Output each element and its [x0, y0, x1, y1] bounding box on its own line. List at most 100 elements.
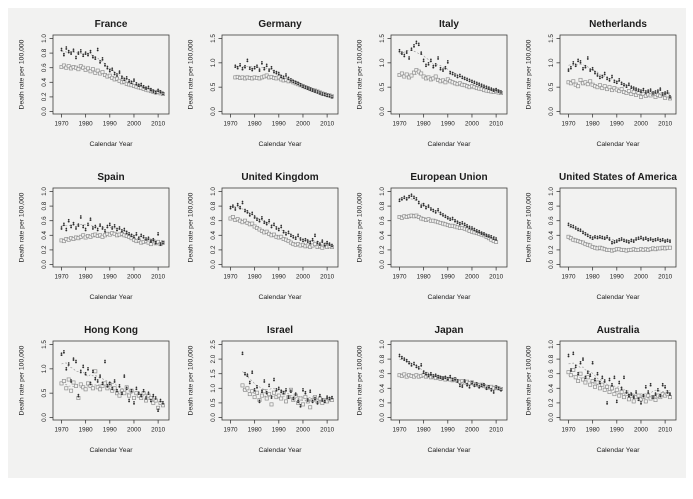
- y-tick-label: 0.5: [210, 82, 217, 91]
- dark-marker-dot: [459, 221, 461, 224]
- open-marker: [107, 73, 112, 78]
- dark-marker-dot: [475, 83, 478, 86]
- open-marker: [272, 232, 276, 237]
- open-marker: [409, 73, 414, 78]
- x-axis-label: Calendar Year: [596, 447, 640, 454]
- dark-marker-dot: [463, 76, 466, 79]
- x-tick-label: 2010: [658, 274, 673, 281]
- dark-marker-dot: [654, 91, 657, 94]
- dark-marker-dot: [125, 232, 128, 235]
- plot-frame: [559, 187, 677, 268]
- x-tick-label: 1970: [54, 274, 69, 281]
- dark-marker-dot: [490, 89, 493, 91]
- open-marker: [247, 392, 252, 397]
- dark-marker-dot: [589, 373, 592, 376]
- dark-marker-dot: [326, 95, 329, 98]
- dark-marker-dot: [475, 383, 478, 386]
- dark-marker-dot: [154, 240, 157, 243]
- dark-marker-dot: [130, 390, 133, 393]
- dark-marker-dot: [77, 225, 80, 227]
- dark-marker-dot: [429, 373, 432, 376]
- dark-marker-dot: [603, 380, 606, 383]
- dark-marker-dot: [314, 89, 316, 91]
- dark-marker-dot: [417, 367, 420, 370]
- dark-marker-dot: [497, 386, 500, 389]
- open-marker: [93, 70, 98, 75]
- dark-marker-dot: [611, 242, 613, 245]
- dark-marker-dot: [459, 383, 461, 386]
- dark-marker-dot: [422, 58, 425, 61]
- trend-line-dark_points: [61, 50, 164, 93]
- dark-marker-dot: [147, 236, 150, 239]
- dark-marker-dot: [473, 80, 476, 83]
- dark-marker-dot: [118, 72, 121, 74]
- dark-marker-dot: [598, 236, 601, 239]
- open-marker: [585, 375, 590, 380]
- dark-marker-dot: [475, 382, 478, 384]
- figure-background: France 0.0 0.2 0.4 0.6 0.8 1.0 1970 1980 1990 2000…: [8, 8, 686, 478]
- open-marker: [404, 72, 409, 77]
- dark-marker-dot: [299, 405, 302, 408]
- dark-marker-dot: [111, 386, 114, 389]
- dark-marker-dot: [410, 195, 413, 198]
- dark-marker-dot: [398, 200, 401, 203]
- dark-marker-dot: [89, 51, 92, 54]
- dark-marker-dot: [625, 391, 628, 394]
- dark-marker-dot: [275, 227, 278, 230]
- dark-marker-dot: [666, 90, 669, 92]
- dark-marker-dot: [451, 218, 454, 221]
- dark-marker-dot: [273, 69, 275, 72]
- open-marker: [583, 380, 588, 385]
- dark-marker-dot: [75, 55, 77, 58]
- dark-marker-dot: [63, 222, 65, 225]
- subplot-canvas: Australia 0.0 0.2 0.4 0.6 0.8 1.0 1970 1980 1990 2…: [526, 325, 677, 454]
- dark-marker-dot: [94, 226, 97, 229]
- dark-marker-dot: [265, 221, 268, 224]
- dark-marker-dot: [488, 86, 490, 88]
- dark-marker-dot: [403, 197, 406, 200]
- dark-marker-dot: [285, 387, 287, 390]
- dark-marker-dot: [140, 233, 143, 236]
- dark-marker-dot: [162, 91, 164, 94]
- dark-marker-dot: [495, 87, 497, 90]
- dark-marker-dot: [488, 384, 490, 387]
- dark-marker-dot: [454, 73, 456, 75]
- open-marker: [230, 215, 235, 219]
- dark-marker-dot: [589, 68, 592, 70]
- dark-marker-dot: [454, 220, 456, 223]
- dark-marker-dot: [652, 91, 654, 93]
- dark-marker-dot: [461, 222, 464, 225]
- dark-marker-dot: [79, 369, 82, 372]
- dark-marker-dot: [60, 354, 63, 357]
- dark-marker-dot: [500, 90, 502, 92]
- dark-marker-dot: [287, 230, 290, 233]
- dark-marker-dot: [84, 51, 87, 53]
- dark-marker-dot: [96, 379, 99, 381]
- dark-marker-dot: [282, 231, 285, 234]
- dark-marker-dot: [248, 380, 251, 383]
- series-dark-markers: [229, 200, 333, 248]
- dark-marker-dot: [659, 87, 662, 89]
- dark-marker-dot: [644, 90, 647, 92]
- dark-marker-dot: [420, 51, 423, 53]
- dark-marker-dot: [140, 393, 143, 396]
- dark-marker-dot: [601, 76, 604, 79]
- dark-marker-dot: [273, 379, 275, 382]
- dark-marker-dot: [304, 87, 307, 90]
- dark-marker-dot: [133, 78, 135, 80]
- dark-marker-dot: [500, 91, 502, 94]
- dark-marker-dot: [87, 52, 89, 55]
- dark-marker-dot: [116, 227, 118, 230]
- dark-marker-dot: [294, 238, 297, 241]
- dark-marker-dot: [405, 52, 408, 54]
- dark-marker-dot: [666, 91, 669, 94]
- dark-marker-dot: [251, 213, 254, 216]
- dark-marker-dot: [606, 76, 608, 79]
- dark-marker-dot: [306, 398, 309, 400]
- dark-marker-dot: [664, 91, 666, 93]
- x-tick-label: 1970: [223, 427, 238, 434]
- dark-marker-dot: [256, 384, 258, 387]
- dark-marker-dot: [413, 197, 415, 200]
- dark-marker-dot: [640, 91, 642, 93]
- dark-marker-dot: [451, 377, 454, 380]
